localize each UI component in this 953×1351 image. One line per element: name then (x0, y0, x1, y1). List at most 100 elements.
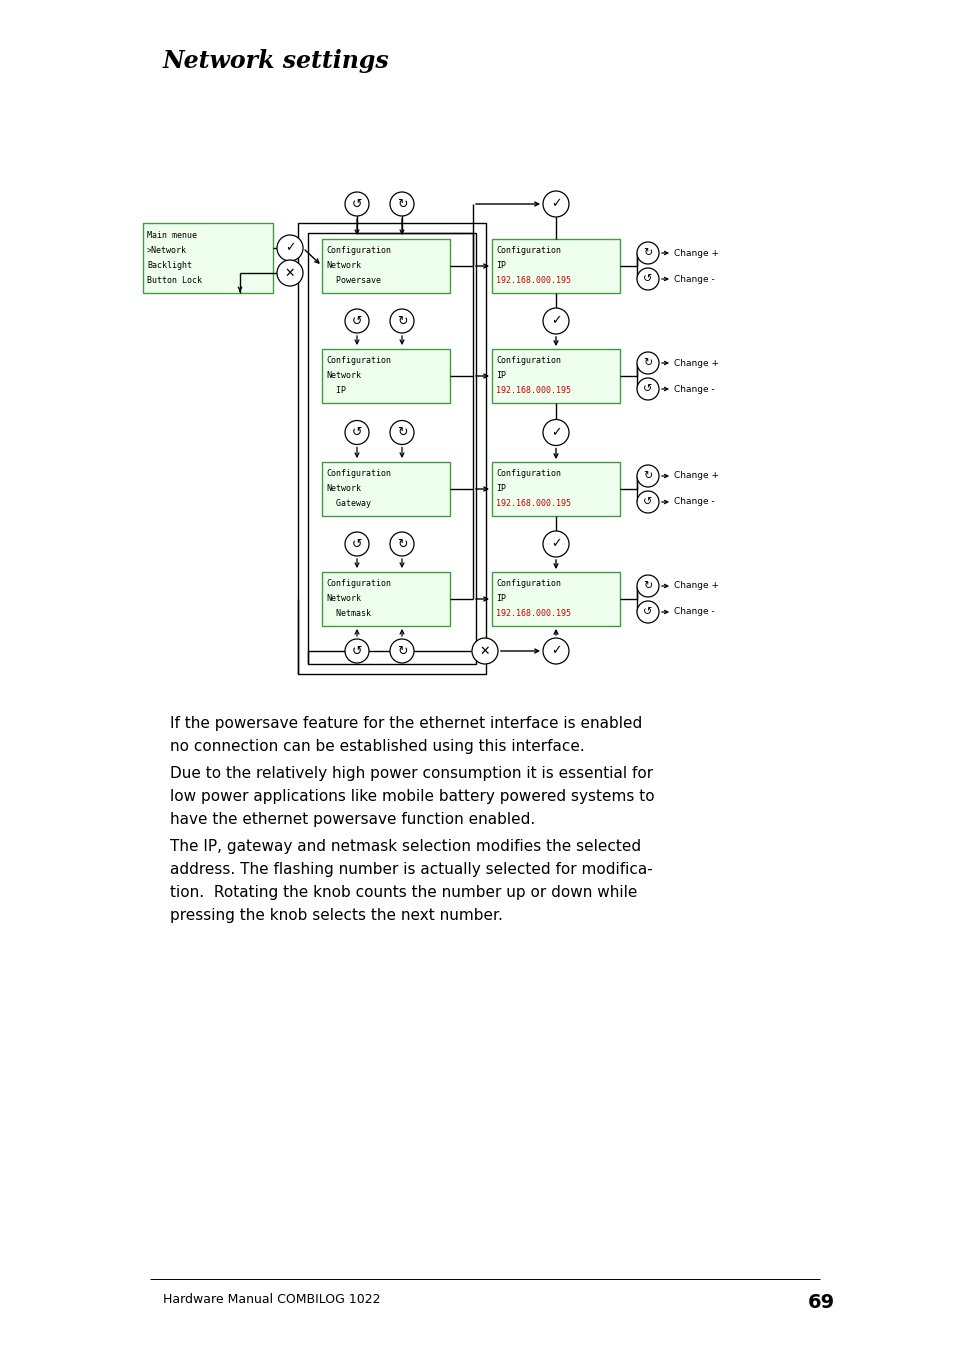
Bar (492, 462, 619, 516)
Text: tion.  Rotating the knob counts the number up or down while: tion. Rotating the knob counts the numbe… (170, 885, 637, 900)
Text: Change -: Change - (673, 608, 714, 616)
Text: Hardware Manual COMBILOG 1022: Hardware Manual COMBILOG 1022 (163, 1293, 380, 1306)
Text: Configuration: Configuration (496, 246, 560, 255)
Text: ↻: ↻ (396, 197, 407, 211)
Circle shape (390, 192, 414, 216)
Text: ↻: ↻ (396, 426, 407, 439)
Text: >Network: >Network (147, 246, 187, 255)
Circle shape (542, 638, 568, 663)
Text: ↺: ↺ (352, 315, 362, 327)
Circle shape (345, 639, 369, 663)
Text: IP: IP (496, 372, 505, 380)
Circle shape (542, 308, 568, 334)
Text: Network: Network (326, 484, 360, 493)
Circle shape (637, 267, 659, 290)
Text: Network: Network (326, 261, 360, 270)
Text: ✓: ✓ (550, 426, 560, 439)
Text: IP: IP (496, 594, 505, 603)
Circle shape (345, 420, 369, 444)
Text: ✕: ✕ (479, 644, 490, 658)
Text: ↺: ↺ (642, 274, 652, 284)
Text: Button Lock: Button Lock (147, 276, 202, 285)
Circle shape (390, 639, 414, 663)
Text: Network: Network (326, 594, 360, 603)
Text: Configuration: Configuration (496, 357, 560, 365)
Text: Network settings: Network settings (163, 49, 389, 73)
Text: 192.168.000.195: 192.168.000.195 (496, 276, 571, 285)
Text: Change -: Change - (673, 385, 714, 393)
Text: have the ethernet powersave function enabled.: have the ethernet powersave function ena… (170, 812, 535, 827)
Text: Netmask: Netmask (326, 609, 371, 617)
Circle shape (276, 235, 303, 261)
Text: IP: IP (496, 484, 505, 493)
Bar (322, 349, 450, 403)
Text: Change +: Change + (673, 358, 719, 367)
Text: IP: IP (496, 261, 505, 270)
Circle shape (390, 420, 414, 444)
Bar (322, 239, 450, 293)
Text: Configuration: Configuration (496, 469, 560, 478)
Text: ↺: ↺ (352, 538, 362, 550)
Text: ↻: ↻ (642, 581, 652, 590)
Circle shape (276, 259, 303, 286)
Text: Change +: Change + (673, 249, 719, 258)
Text: Backlight: Backlight (147, 261, 192, 270)
Text: If the powersave feature for the ethernet interface is enabled: If the powersave feature for the etherne… (170, 716, 641, 731)
Circle shape (542, 190, 568, 218)
Bar (492, 349, 619, 403)
Text: IP: IP (326, 386, 346, 394)
Circle shape (637, 490, 659, 513)
Circle shape (345, 532, 369, 557)
Circle shape (390, 309, 414, 332)
Circle shape (637, 242, 659, 263)
Circle shape (637, 353, 659, 374)
Text: Configuration: Configuration (496, 580, 560, 588)
Text: Configuration: Configuration (326, 469, 391, 478)
Text: 192.168.000.195: 192.168.000.195 (496, 386, 571, 394)
Text: ↻: ↻ (642, 249, 652, 258)
Circle shape (637, 465, 659, 486)
Circle shape (345, 192, 369, 216)
Text: Network: Network (326, 372, 360, 380)
Text: ✓: ✓ (550, 197, 560, 211)
Text: low power applications like mobile battery powered systems to: low power applications like mobile batte… (170, 789, 654, 804)
Text: ↻: ↻ (396, 644, 407, 658)
Bar (492, 239, 619, 293)
Text: 192.168.000.195: 192.168.000.195 (496, 609, 571, 617)
Circle shape (637, 378, 659, 400)
Text: The IP, gateway and netmask selection modifies the selected: The IP, gateway and netmask selection mo… (170, 839, 640, 854)
Text: ✕: ✕ (284, 266, 294, 280)
Circle shape (637, 576, 659, 597)
Bar (322, 571, 450, 626)
Text: ↺: ↺ (352, 644, 362, 658)
Text: ↻: ↻ (396, 315, 407, 327)
Text: Change -: Change - (673, 274, 714, 284)
Bar (297, 223, 485, 674)
Text: ↺: ↺ (642, 497, 652, 507)
Text: 192.168.000.195: 192.168.000.195 (496, 499, 571, 508)
Text: Change +: Change + (673, 471, 719, 481)
Text: 69: 69 (807, 1293, 834, 1312)
Text: ↺: ↺ (642, 607, 652, 617)
Text: Configuration: Configuration (326, 357, 391, 365)
Text: ✓: ✓ (284, 242, 294, 254)
Text: ↺: ↺ (642, 384, 652, 394)
Text: Due to the relatively high power consumption it is essential for: Due to the relatively high power consump… (170, 766, 653, 781)
Circle shape (542, 420, 568, 446)
Text: Change -: Change - (673, 497, 714, 507)
Circle shape (390, 532, 414, 557)
Circle shape (472, 638, 497, 663)
Text: ↺: ↺ (352, 197, 362, 211)
Text: ✓: ✓ (550, 644, 560, 658)
Circle shape (637, 601, 659, 623)
Circle shape (345, 309, 369, 332)
Text: ↻: ↻ (396, 538, 407, 550)
Text: ↻: ↻ (642, 471, 652, 481)
Text: address. The flashing number is actually selected for modifica-: address. The flashing number is actually… (170, 862, 652, 877)
Bar (322, 462, 450, 516)
Bar (143, 223, 273, 293)
Text: Configuration: Configuration (326, 246, 391, 255)
Text: Powersave: Powersave (326, 276, 380, 285)
Text: Gateway: Gateway (326, 499, 371, 508)
Text: pressing the knob selects the next number.: pressing the knob selects the next numbe… (170, 908, 502, 923)
